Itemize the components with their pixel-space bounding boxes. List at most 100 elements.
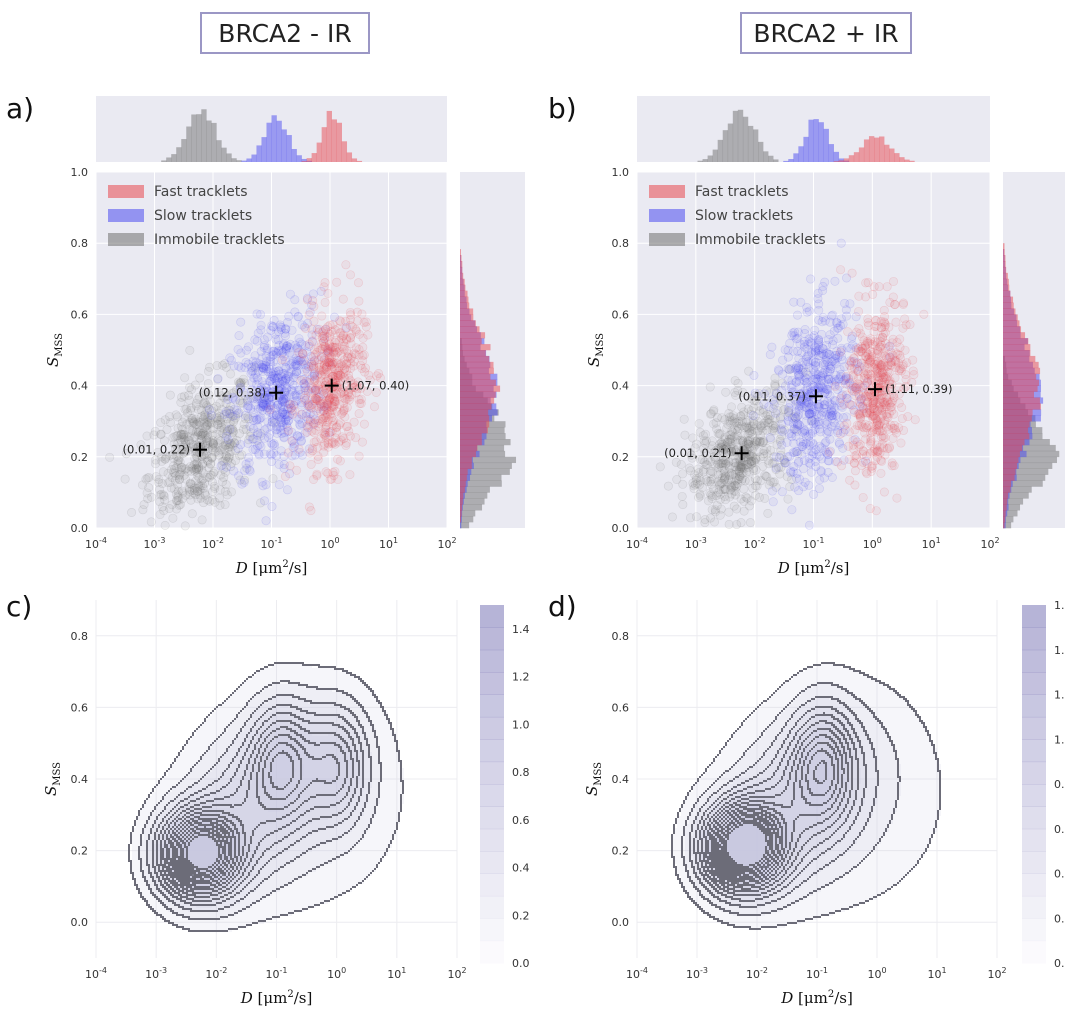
scatter-point xyxy=(203,421,211,429)
x-tick-label: 10-1 xyxy=(261,536,283,551)
histogram-bar xyxy=(171,154,176,162)
histogram-bar xyxy=(196,114,201,162)
histogram-bar xyxy=(357,161,362,162)
scatter-point xyxy=(284,449,292,457)
centroid-label: (1.07, 0.40) xyxy=(342,379,410,393)
centroid-label: (0.01, 0.22) xyxy=(123,443,191,457)
histogram-bar xyxy=(261,137,266,162)
scatter-point xyxy=(337,317,345,325)
histogram-bar xyxy=(176,147,181,162)
scatter-point xyxy=(189,417,197,425)
scatter-point xyxy=(127,508,135,516)
scatter-point xyxy=(147,518,155,526)
histogram-bar xyxy=(312,153,317,162)
histogram-bar xyxy=(256,145,261,162)
scatter-point xyxy=(194,481,202,489)
scatter-point xyxy=(334,348,342,356)
x-tick-label: 10-4 xyxy=(85,536,107,551)
scatter-point xyxy=(360,420,368,428)
scatter-point xyxy=(321,298,329,306)
histogram-bar xyxy=(297,155,302,162)
scatter-point xyxy=(230,362,238,370)
scatter-point xyxy=(294,312,302,320)
scatter-point xyxy=(346,271,354,279)
scatter-point xyxy=(185,383,193,391)
histogram-bar xyxy=(226,153,231,162)
scatter-point xyxy=(306,449,314,457)
scatter-point xyxy=(266,405,274,413)
scatter-point xyxy=(197,431,205,439)
scatter-point xyxy=(235,331,243,339)
histogram-bar xyxy=(216,140,221,162)
scatter-point xyxy=(163,425,171,433)
histogram-bar xyxy=(460,504,482,510)
histogram-bar xyxy=(236,160,241,162)
scatter-point xyxy=(355,409,363,417)
scatter-point xyxy=(223,491,231,499)
scatter-point xyxy=(242,460,250,468)
scatter-point xyxy=(298,410,306,418)
scatter-point xyxy=(178,434,186,442)
scatter-point xyxy=(222,408,230,416)
scatter-point xyxy=(331,338,339,346)
histogram-bar xyxy=(241,161,246,162)
scatter-point xyxy=(336,419,344,427)
scatter-point xyxy=(253,337,261,345)
scatter-point xyxy=(370,403,378,411)
histogram-bar xyxy=(317,143,322,162)
scatter-point xyxy=(310,317,318,325)
scatter-point xyxy=(324,345,332,353)
scatter-point xyxy=(266,377,274,385)
scatter-point xyxy=(253,416,261,424)
scatter-point xyxy=(263,424,271,432)
histogram-bar xyxy=(282,129,287,162)
scatter-point xyxy=(337,360,345,368)
scatter-point xyxy=(288,437,296,445)
histogram-bar xyxy=(231,158,236,162)
scatter-point xyxy=(246,404,254,412)
scatter-point xyxy=(313,470,321,478)
histogram-bar xyxy=(322,127,327,162)
scatter-point xyxy=(179,489,187,497)
scatter-point xyxy=(246,422,254,430)
scatter-point xyxy=(160,506,168,514)
y-tick-label: 1.0 xyxy=(71,166,89,179)
scatter-point xyxy=(271,330,279,338)
scatter-point xyxy=(238,480,246,488)
histogram-bar xyxy=(337,123,342,162)
scatter-point xyxy=(237,440,245,448)
legend-swatch xyxy=(108,209,144,222)
scatter-point xyxy=(297,436,305,444)
scatter-point xyxy=(358,438,366,446)
scatter-point xyxy=(190,465,198,473)
scatter-point xyxy=(275,481,283,489)
scatter-point xyxy=(180,374,188,382)
scatter-point xyxy=(339,295,347,303)
histogram-bar xyxy=(161,160,166,162)
scatter-point xyxy=(222,463,230,471)
scatter-point xyxy=(342,261,350,269)
x-tick-label: 102 xyxy=(437,536,456,551)
scatter-point xyxy=(254,367,262,375)
scatter-point xyxy=(360,318,368,326)
scatter-point xyxy=(184,391,192,399)
scatter-point xyxy=(121,475,129,483)
histogram-bar xyxy=(302,161,307,162)
scatter-point xyxy=(314,403,322,411)
histogram-bar xyxy=(460,516,473,522)
scatter-point xyxy=(355,452,363,460)
scatter-point xyxy=(364,331,372,339)
y-axis-label: SMSS xyxy=(44,333,65,367)
scatter-point xyxy=(298,349,306,357)
scatter-point xyxy=(139,506,147,514)
scatter-point xyxy=(258,478,266,486)
scatter-point xyxy=(256,310,264,318)
scatter-point xyxy=(267,451,275,459)
scatter-point xyxy=(277,323,285,331)
histogram-bar xyxy=(287,135,292,162)
scatter-point xyxy=(225,453,233,461)
x-tick-label: 100 xyxy=(320,536,339,551)
scatter-point xyxy=(159,468,167,476)
x-tick-label: 101 xyxy=(379,536,398,551)
scatter-point xyxy=(303,296,311,304)
